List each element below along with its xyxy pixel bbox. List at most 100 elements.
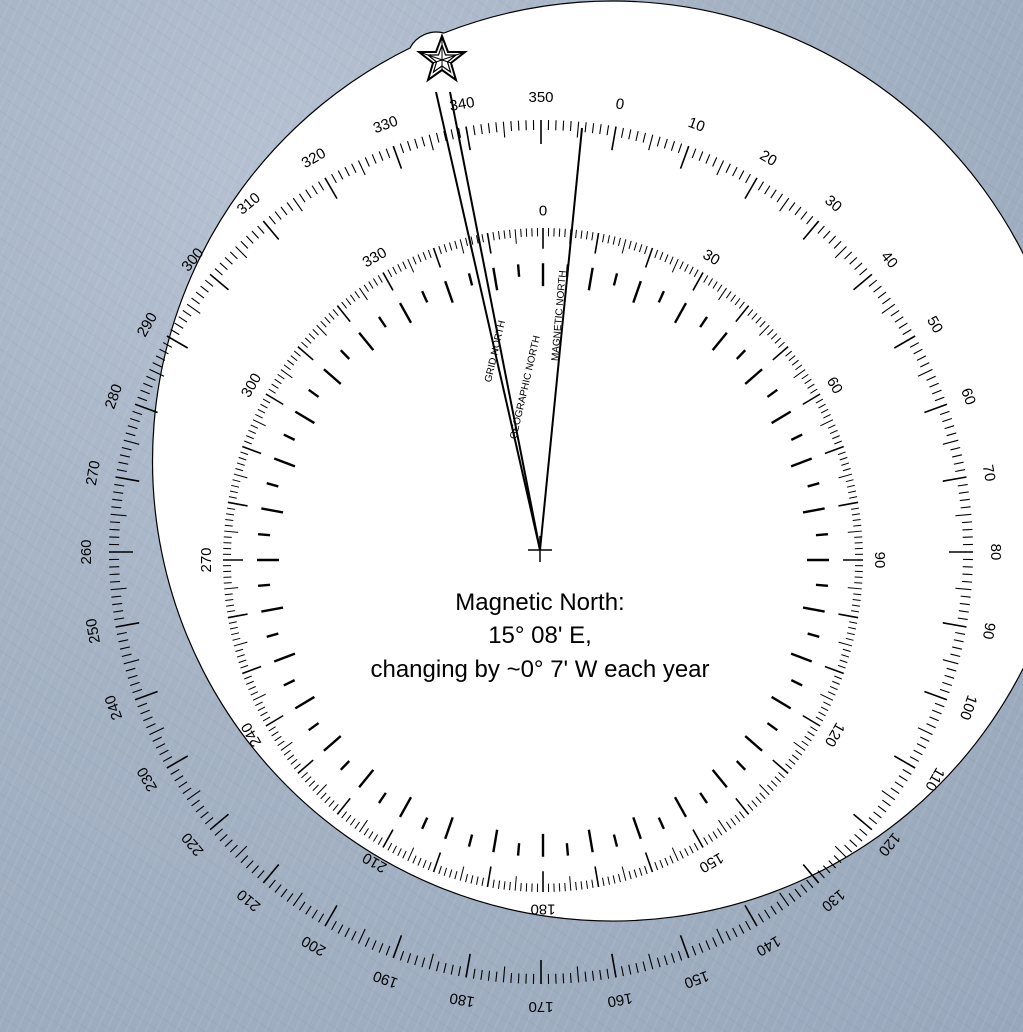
outer-tick [115,622,140,628]
inner-tick [223,536,232,538]
outer-tick [635,963,639,974]
inner-tick [612,875,616,884]
inner-tick [820,706,829,712]
outer-tick [435,132,440,143]
inner-tick [847,530,862,533]
outer-tick [853,273,873,291]
inner-tick [417,254,422,263]
outer-tick [950,446,961,451]
inner-tick [225,519,234,522]
inner-tick [225,598,234,601]
outer-tick [932,709,942,715]
outer-tick [913,749,923,756]
outer-tick [953,639,964,643]
outer-tick [406,953,412,964]
inner-mark [492,829,499,853]
outer-tick [351,931,357,941]
outer-tick [946,432,957,437]
inner-tick [304,776,312,783]
inner-tick [810,726,818,732]
inner-tick [497,231,501,240]
outer-tick [428,134,434,151]
inner-scale-label: 30 [700,246,723,269]
inner-tick [801,373,809,380]
inner-tick [402,850,407,859]
outer-tick [229,251,238,260]
outer-scale-label: 220 [178,829,207,859]
inner-tick [229,490,238,494]
outer-tick [510,121,513,132]
inner-tick [671,847,679,862]
outer-tick [274,884,282,893]
inner-tick [638,244,643,253]
inner-mark [377,792,387,804]
outer-tick [224,839,233,848]
outer-tick [371,940,377,950]
outer-tick [251,865,260,874]
inner-tick [503,881,506,890]
outer-tick [745,920,751,931]
inner-tick [788,355,796,362]
inner-tick [312,329,319,336]
outer-tick [174,322,184,329]
outer-tick [776,901,784,911]
outer-tick [802,220,820,240]
outer-tick [146,375,156,381]
outer-tick [757,913,764,923]
outer-tick [955,587,972,591]
inner-mark [283,433,296,441]
outer-scale-label: 80 [987,544,1004,561]
inner-mark [358,769,375,789]
inner-tick [738,811,745,819]
inner-tick [345,814,352,822]
outer-scale-label: 20 [757,147,780,170]
inner-mark [711,331,728,351]
outer-tick [955,469,966,473]
outer-tick [679,145,690,169]
inner-mark [699,792,709,804]
inner-mark [444,280,454,304]
inner-tick [804,735,812,742]
outer-tick [123,659,140,665]
inner-tick [226,513,235,516]
inner-tick [707,834,714,842]
inner-tick [265,714,284,727]
inner-tick [328,312,335,320]
inner-tick [767,784,774,791]
outer-tick [235,246,248,259]
outer-tick [828,235,837,244]
inner-mark [657,290,665,303]
outer-scale-label: 0 [614,95,625,113]
outer-scale-label: 250 [83,617,104,645]
inner-tick [693,269,699,278]
inner-mark [802,507,825,514]
outer-tick [268,215,276,225]
inner-tick [759,320,766,328]
inner-tick [755,316,762,324]
inner-tick [514,876,517,891]
outer-tick [399,950,405,961]
outer-tick [929,716,939,722]
inner-tick [392,845,397,854]
outer-tick [934,396,945,402]
outer-tick [170,768,180,775]
inner-tick [236,654,245,658]
inner-tick [770,333,778,340]
inner-tick [804,378,812,385]
inner-tick [759,324,770,336]
inner-tick [240,664,249,669]
inner-mark [323,368,342,385]
outer-scale-label: 290 [134,310,161,340]
inner-tick [363,284,369,292]
outer-tick [465,953,471,978]
star-icon [416,33,468,83]
outer-tick [962,528,973,531]
inner-mark [273,652,296,663]
outer-tick [822,865,831,874]
inner-tick [407,847,415,862]
inner-tick [443,244,448,253]
outer-tick [946,667,957,672]
outer-scale-label: 200 [299,932,329,959]
inner-tick [235,648,244,652]
inner-tick [621,239,627,254]
